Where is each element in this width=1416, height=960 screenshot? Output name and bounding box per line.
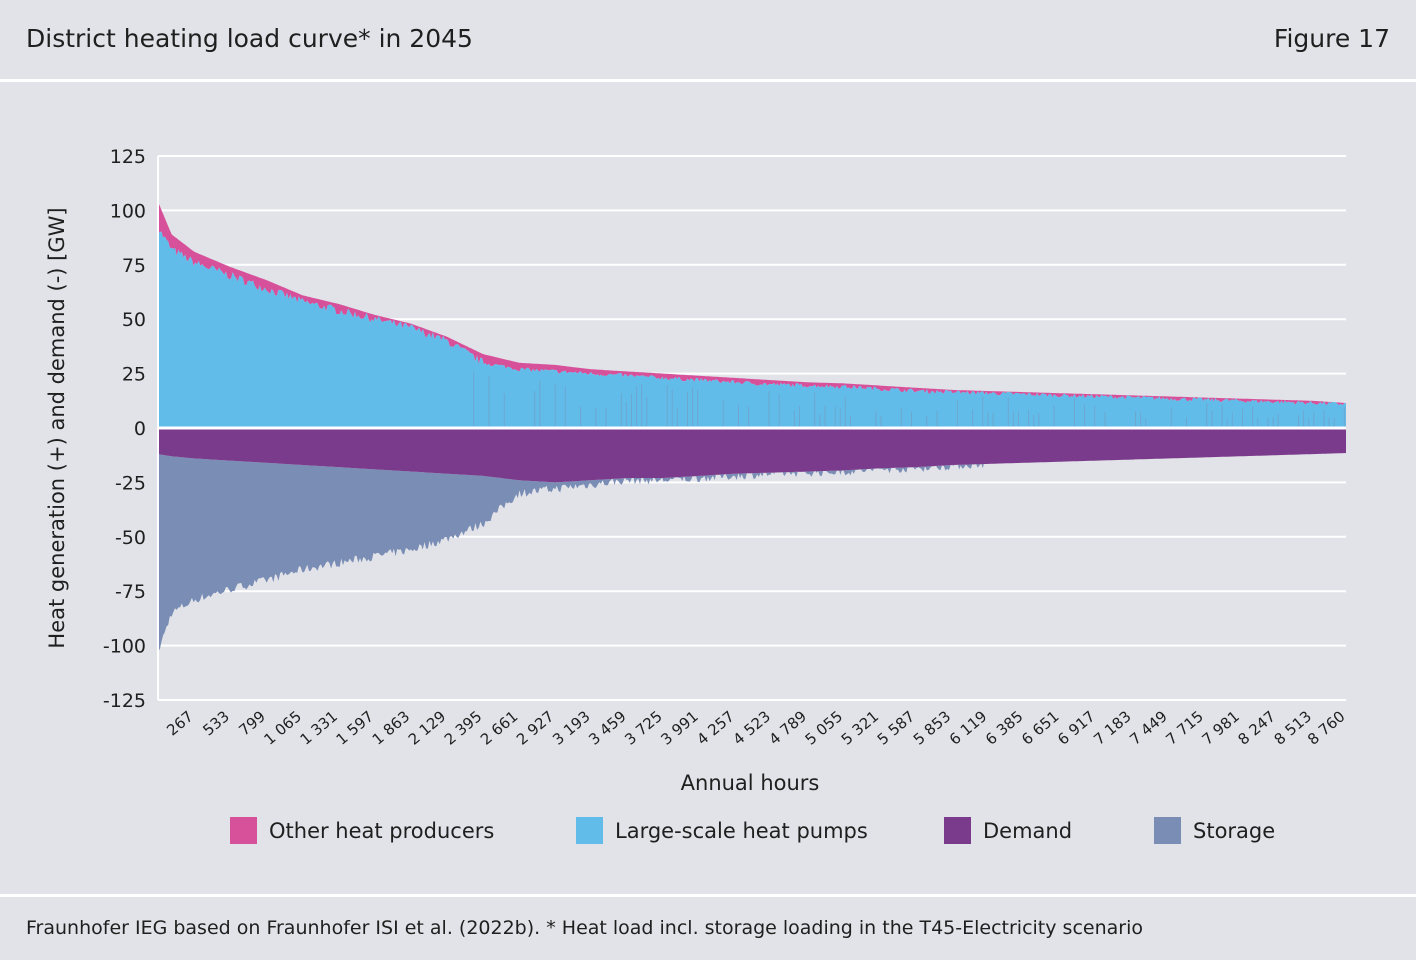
legend-item-large-scale-heat-pumps: Large-scale heat pumps bbox=[576, 817, 868, 844]
legend-label-demand: Demand bbox=[983, 818, 1073, 843]
x-tick-label: 5 321 bbox=[838, 707, 882, 748]
axes bbox=[157, 156, 1346, 700]
y-tick-label: 0 bbox=[134, 418, 146, 440]
x-tick-label: 8 247 bbox=[1235, 707, 1279, 748]
x-tick-label: 2 129 bbox=[405, 707, 449, 748]
x-tick-label: 3 193 bbox=[549, 707, 593, 748]
area-large-scale-heat-pumps bbox=[158, 231, 1346, 428]
y-tick-label: 50 bbox=[122, 309, 146, 331]
y-tick-label: 25 bbox=[122, 364, 146, 386]
area-demand bbox=[158, 428, 1346, 483]
y-tick-labels: 125 100 75 50 25 0 -25 -50 -75 -100 -125 bbox=[103, 146, 146, 712]
x-tick-label: 8 760 bbox=[1304, 707, 1348, 748]
x-tick-label: 267 bbox=[163, 707, 197, 739]
x-tick-label: 1 331 bbox=[297, 707, 341, 748]
legend-label-other-heat-producers: Other heat producers bbox=[269, 818, 495, 843]
source-note: Fraunhofer IEG based on Fraunhofer ISI e… bbox=[26, 917, 1143, 939]
x-tick-label: 7 715 bbox=[1162, 707, 1206, 748]
legend-label-storage: Storage bbox=[1193, 818, 1276, 843]
legend-item-other-heat-producers: Other heat producers bbox=[230, 817, 494, 844]
y-tick-label: -125 bbox=[103, 690, 146, 712]
x-tick-label: 3 459 bbox=[585, 707, 629, 748]
x-tick-label: 3 991 bbox=[657, 707, 701, 748]
y-tick-label: -100 bbox=[103, 636, 146, 658]
legend-item-demand: Demand bbox=[944, 817, 1072, 844]
x-tick-label: 2 661 bbox=[477, 707, 521, 748]
x-tick-label: 6 385 bbox=[982, 707, 1026, 748]
series-areas bbox=[158, 201, 1346, 650]
x-tick-label: 7 981 bbox=[1198, 707, 1242, 748]
header: District heating load curve* in 2045 Fig… bbox=[0, 0, 1416, 80]
x-tick-label: 533 bbox=[199, 707, 233, 739]
x-tick-label: 6 917 bbox=[1054, 707, 1098, 748]
x-tick-label: 7 449 bbox=[1126, 707, 1170, 748]
x-tick-label: 3 725 bbox=[621, 707, 665, 748]
figure-number: Figure 17 bbox=[1273, 24, 1390, 53]
x-tick-label: 1 597 bbox=[333, 707, 377, 748]
y-tick-label: -25 bbox=[115, 472, 146, 494]
load-curve-chart: 125 100 75 50 25 0 -25 -50 -75 -100 -125 267 533 799… bbox=[45, 146, 1349, 795]
y-tick-label: -75 bbox=[115, 581, 146, 603]
x-tick-label: 6 651 bbox=[1018, 707, 1062, 748]
area-storage bbox=[158, 453, 1346, 650]
x-tick-label: 6 119 bbox=[946, 707, 990, 748]
y-axis-label: Heat generation (+) and demand (-) [GW] bbox=[45, 207, 69, 648]
x-tick-label: 2 927 bbox=[513, 707, 557, 748]
x-tick-label: 5 055 bbox=[802, 707, 846, 748]
legend-label-large-scale-heat-pumps: Large-scale heat pumps bbox=[615, 818, 868, 843]
chart-title: District heating load curve* in 2045 bbox=[26, 24, 473, 53]
legend-swatch-large-scale-heat-pumps bbox=[576, 817, 603, 844]
legend-swatch-demand bbox=[944, 817, 971, 844]
legend-swatch-other-heat-producers bbox=[230, 817, 257, 844]
x-tick-label: 1 065 bbox=[261, 707, 305, 748]
header-divider bbox=[0, 79, 1416, 82]
x-tick-label: 4 789 bbox=[766, 707, 810, 748]
x-tick-label: 5 587 bbox=[874, 707, 918, 748]
y-tick-label: 100 bbox=[110, 200, 146, 222]
x-axis-label: Annual hours bbox=[681, 771, 820, 795]
x-tick-label: 1 863 bbox=[369, 707, 413, 748]
y-tick-label: 125 bbox=[110, 146, 146, 168]
y-tick-label: -50 bbox=[115, 527, 146, 549]
x-tick-label: 8 513 bbox=[1271, 707, 1315, 748]
x-tick-label: 2 395 bbox=[441, 707, 485, 748]
x-tick-label: 7 183 bbox=[1090, 707, 1134, 748]
x-tick-label: 5 853 bbox=[910, 707, 954, 748]
legend-item-storage: Storage bbox=[1154, 817, 1275, 844]
legend-swatch-storage bbox=[1154, 817, 1181, 844]
y-tick-label: 75 bbox=[122, 255, 146, 277]
x-tick-label: 4 257 bbox=[693, 707, 737, 748]
x-tick-label: 4 523 bbox=[729, 707, 773, 748]
footer-divider bbox=[0, 894, 1416, 897]
